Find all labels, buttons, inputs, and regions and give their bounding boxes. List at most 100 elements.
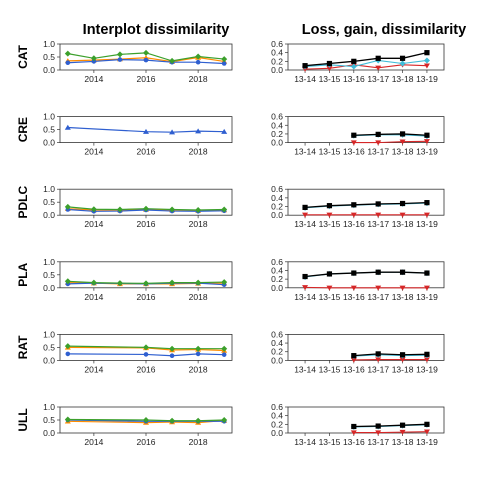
panel-frame	[287, 261, 445, 289]
dissimilarity-point	[375, 351, 381, 357]
xtick-label: 13-18	[392, 219, 414, 229]
xtick-label: 13-15	[319, 437, 341, 447]
data-point	[91, 59, 97, 64]
data-point	[64, 343, 71, 350]
dissimilarity-point	[302, 273, 308, 280]
left-ytick-label: 1.0	[43, 39, 55, 49]
xtick-label: 13-17	[367, 147, 389, 157]
dissimilarity-point	[302, 204, 308, 210]
xtick-label: 2014	[84, 147, 103, 157]
right-ytick-label: 0.0	[271, 428, 283, 438]
xtick-label: 13-17	[367, 74, 389, 84]
loss-point	[423, 357, 430, 363]
data-point	[195, 53, 202, 60]
gain-line	[305, 59, 428, 68]
loss-point	[423, 212, 430, 218]
xtick-label: 13-14	[294, 147, 316, 157]
gain-point	[423, 57, 430, 64]
data-point	[221, 128, 228, 134]
left-ytick-label: 0.0	[43, 210, 55, 220]
left-ytick-label: 0.5	[43, 342, 55, 352]
interplot-panel-cat: CAT 0.0 0.5 1.0 2014 2016 2018	[16, 39, 233, 84]
data-point	[116, 51, 123, 58]
data-point	[221, 417, 228, 423]
xtick-label: 13-19	[416, 74, 438, 84]
loss-point	[375, 430, 382, 436]
loss-line	[353, 431, 427, 434]
dissimilarity-point	[351, 423, 357, 430]
lgd-panel-pdlc: 0.00.20.40.6 13-14 13-15 13-16 13-17 13-18 13-…	[271, 184, 445, 229]
xtick-label: 13-16	[343, 219, 365, 229]
xtick-label: 2014	[84, 292, 103, 302]
xtick-label: 13-18	[392, 437, 414, 447]
left-ytick-label: 0.5	[43, 197, 55, 207]
right-ytick-label: 0.2	[271, 129, 283, 139]
data-point	[116, 280, 123, 287]
right-ytick-label: 0.2	[271, 56, 283, 66]
left-ytick-label: 1.0	[43, 402, 55, 412]
dissimilarity-point	[375, 269, 381, 275]
panel-frame	[287, 116, 445, 143]
dissimilarity-line	[353, 133, 427, 136]
data-point	[64, 50, 71, 57]
xtick-label: 13-17	[367, 364, 389, 374]
xtick-label: 13-17	[367, 219, 389, 229]
right-ytick-label: 0.4	[271, 120, 283, 130]
dissimilarity-point	[326, 60, 333, 67]
left-ytick-label: 0.0	[43, 65, 55, 75]
xtick-label: 13-16	[343, 292, 365, 302]
dissimilarity-point	[375, 131, 381, 137]
xtick-label: 13-18	[392, 364, 414, 374]
data-point	[64, 416, 71, 423]
left-ytick-label: 0.0	[43, 283, 55, 293]
dissimilarity-point	[424, 270, 430, 276]
right-ytick-label: 0.6	[271, 184, 283, 194]
dissimilarity-point	[375, 423, 381, 429]
row-label: CAT	[16, 44, 30, 68]
row-label: RAT	[16, 335, 30, 359]
right-ytick-label: 0.4	[271, 193, 283, 203]
lgd-panel-cre: 0.00.20.40.6 13-14 13-15 13-16 13-17 13-18 13-…	[271, 112, 445, 157]
right-ytick-label: 0.4	[271, 265, 283, 275]
right-ytick-label: 0.6	[271, 402, 283, 412]
left-ytick-label: 1.0	[43, 257, 55, 267]
xtick-label: 2014	[84, 74, 103, 84]
right-ytick-label: 0.6	[271, 112, 283, 122]
xtick-label: 13-16	[343, 74, 365, 84]
xtick-label: 13-16	[343, 147, 365, 157]
right-ytick-label: 0.0	[271, 138, 283, 148]
data-point	[90, 206, 97, 213]
xtick-label: 2018	[189, 292, 208, 302]
data-point	[221, 345, 228, 352]
lgd-panel-rat: 0.00.20.40.6 13-14 13-15 13-16 13-17 13-18 13-…	[271, 329, 445, 374]
xtick-label: 13-17	[367, 292, 389, 302]
left-ytick-label: 1.0	[43, 184, 55, 194]
data-point	[195, 59, 201, 65]
dissimilarity-point	[399, 131, 406, 137]
data-point	[90, 279, 97, 286]
data-point	[64, 124, 71, 130]
data-point	[169, 279, 176, 286]
xtick-label: 13-18	[392, 74, 414, 84]
loss-point	[375, 140, 382, 146]
right-ytick-label: 0.0	[271, 283, 283, 293]
right-ytick-label: 0.6	[271, 257, 283, 267]
xtick-label: 13-19	[416, 364, 438, 374]
xtick-label: 13-19	[416, 292, 438, 302]
dissimilarity-point	[326, 271, 333, 277]
xtick-label: 2016	[137, 437, 156, 447]
loss-point	[326, 66, 333, 72]
dissimilarity-point	[424, 351, 430, 357]
dissimilarity-point	[351, 58, 357, 64]
right-ytick-label: 0.4	[271, 48, 283, 58]
data-point	[169, 57, 176, 64]
dissimilarity-point	[399, 269, 406, 275]
xtick-label: 2018	[189, 147, 208, 157]
xtick-label: 13-14	[294, 437, 316, 447]
loss-point	[326, 212, 333, 218]
loss-point	[375, 285, 382, 291]
data-point	[195, 207, 202, 213]
data-point	[143, 57, 149, 63]
data-point	[169, 345, 176, 352]
